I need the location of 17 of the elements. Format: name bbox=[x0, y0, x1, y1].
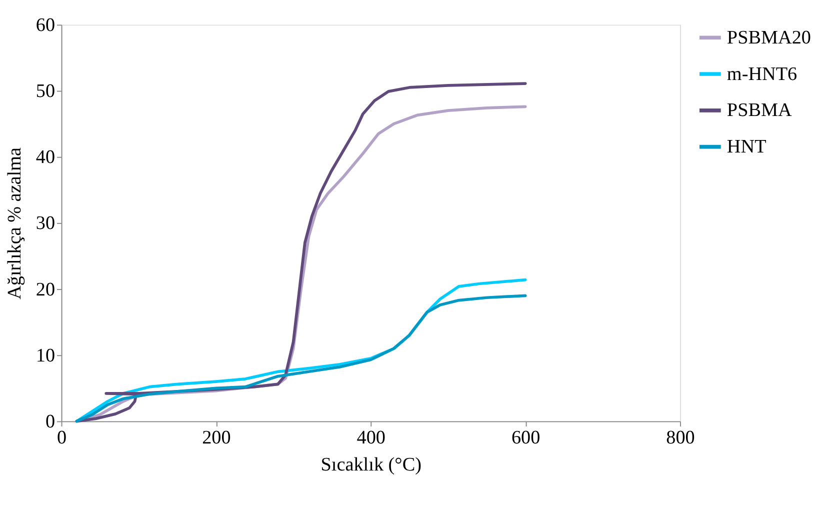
x-axis-title: Sıcaklık (°C) bbox=[320, 454, 422, 476]
legend-label: HNT bbox=[726, 136, 767, 158]
y-tick-label: 50 bbox=[36, 81, 56, 102]
y-tick-label: 60 bbox=[36, 14, 56, 36]
x-tick-label: 200 bbox=[202, 428, 231, 449]
x-tick-label: 600 bbox=[511, 428, 540, 449]
y-tick-label: 0 bbox=[45, 411, 56, 432]
legend-label: PSBMA bbox=[726, 100, 792, 122]
y-tick-label: 20 bbox=[36, 279, 56, 300]
y-axis-title: Ağırlıkça % azalma bbox=[4, 146, 26, 300]
legend-label: PSBMA20 bbox=[726, 27, 811, 48]
x-tick-label: 400 bbox=[356, 428, 386, 449]
y-tick-label: 40 bbox=[36, 147, 56, 168]
x-tick-label: 800 bbox=[666, 428, 695, 449]
y-tick-label: 10 bbox=[36, 345, 56, 366]
y-tick-label: 30 bbox=[36, 213, 56, 234]
legend-label: m-HNT6 bbox=[726, 64, 798, 85]
